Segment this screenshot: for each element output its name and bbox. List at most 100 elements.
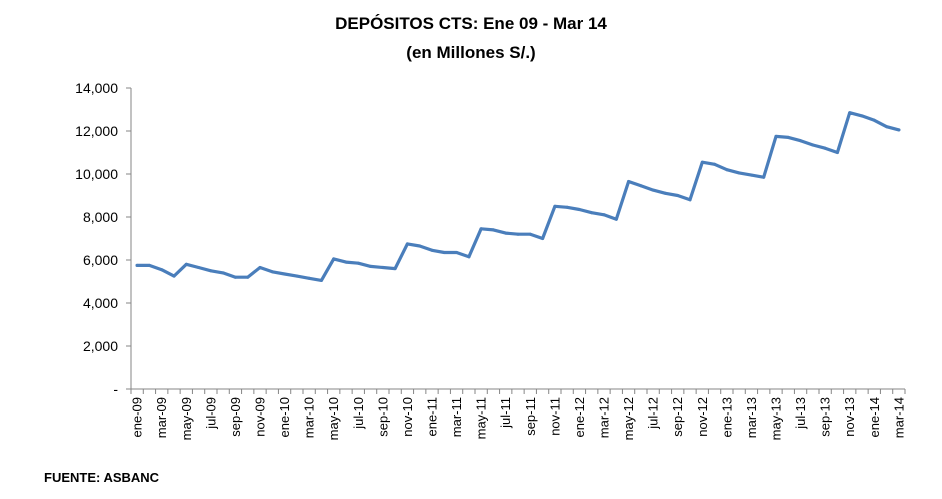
x-tick-label: jul-13 (793, 397, 808, 430)
data-point (405, 242, 409, 246)
x-tick-label: mar-11 (449, 397, 464, 437)
data-point (749, 173, 753, 177)
series-group (135, 111, 901, 282)
data-point (270, 270, 274, 274)
y-tick-label: 14,000 (75, 80, 118, 96)
data-point (233, 275, 237, 279)
data-point (147, 263, 151, 267)
x-tick-label: ene-14 (867, 397, 882, 437)
x-tick-label: mar-13 (744, 397, 759, 438)
data-point (577, 208, 581, 211)
data-point (369, 264, 373, 268)
data-point (442, 251, 446, 254)
x-tick-label: ene-09 (130, 397, 145, 437)
x-tick-label: sep-09 (228, 397, 243, 437)
x-tick-label: jul-09 (203, 397, 218, 430)
data-point (307, 276, 311, 280)
y-tick-label: - (113, 381, 118, 397)
data-point (590, 211, 594, 215)
x-tick-label: may-13 (769, 397, 784, 440)
data-point (491, 228, 495, 232)
data-point (246, 275, 250, 279)
data-point (319, 278, 323, 282)
data-point (418, 244, 422, 248)
data-point (430, 248, 434, 252)
data-point (295, 274, 299, 278)
data-point (602, 213, 606, 217)
x-tick-label: ene-11 (425, 397, 440, 437)
data-point (713, 162, 717, 166)
data-point (835, 151, 839, 154)
data-point (872, 118, 876, 122)
x-tick-label: jul-12 (646, 397, 661, 430)
data-point (885, 125, 889, 129)
y-tick-label: 8,000 (83, 209, 118, 225)
data-point (700, 160, 704, 164)
data-point (848, 111, 852, 115)
data-point (258, 266, 262, 269)
data-point (897, 128, 901, 132)
data-point (393, 267, 397, 271)
data-point (184, 262, 188, 266)
data-point (811, 143, 815, 147)
y-tick-label: 4,000 (83, 295, 118, 311)
data-point (823, 146, 827, 150)
data-point (860, 114, 864, 118)
source-note: FUENTE: ASBANC (44, 470, 160, 485)
data-point (197, 266, 201, 269)
x-tick-label: nov-13 (842, 397, 857, 437)
x-tick-label: nov-11 (547, 397, 562, 436)
data-point (528, 232, 532, 236)
data-point (479, 227, 483, 231)
data-point (663, 191, 667, 195)
data-point (455, 251, 459, 254)
data-point (172, 274, 176, 278)
data-point (504, 231, 508, 235)
x-tick-label: may-10 (326, 397, 341, 440)
axes (130, 88, 905, 390)
y-tick-label: 2,000 (83, 338, 118, 354)
x-tick-label: mar-10 (302, 397, 317, 438)
x-tick-label: mar-14 (891, 397, 906, 438)
x-tick-label: may-11 (474, 397, 489, 439)
x-tick-label: nov-10 (400, 397, 415, 437)
data-point (774, 134, 778, 138)
data-point (160, 268, 164, 272)
x-tick-label: ene-12 (572, 397, 587, 437)
chart-subtitle: (en Millones S/.) (406, 43, 536, 62)
series-line (135, 111, 901, 282)
data-point (799, 139, 803, 143)
x-tick-label: ene-13 (719, 397, 734, 437)
x-tick-label: mar-09 (154, 397, 169, 438)
y-tick-label: 10,000 (75, 166, 118, 182)
data-point (356, 261, 360, 265)
x-tick-label: sep-13 (818, 397, 833, 437)
data-point (541, 237, 545, 240)
data-point (467, 255, 471, 259)
x-tick-label: mar-12 (597, 397, 612, 438)
data-point (725, 168, 729, 172)
data-point (676, 194, 680, 197)
data-point (786, 135, 790, 139)
data-point (344, 260, 348, 264)
data-point (651, 188, 655, 192)
y-tick-label: 12,000 (75, 123, 118, 139)
data-point (627, 180, 631, 183)
x-axis-ticks: ene-09 mar-09 may-09 jul-09 sep-09 nov-09 ene-… (130, 389, 906, 440)
x-tick-label: may-12 (621, 397, 636, 440)
y-axis-ticks: - 2,000 4,000 6,000 8,000 10,000 12,000 14,000 (75, 80, 131, 397)
x-tick-label: sep-12 (670, 397, 685, 437)
data-point (221, 271, 225, 275)
data-point (639, 184, 643, 188)
chart-title: DEPÓSITOS CTS: Ene 09 - Mar 14 (335, 14, 607, 33)
data-point (737, 171, 741, 175)
x-tick-label: jul-10 (351, 397, 366, 430)
data-point (209, 269, 213, 273)
data-point (135, 263, 139, 267)
data-point (565, 205, 569, 209)
x-tick-label: may-09 (179, 397, 194, 440)
x-tick-label: ene-10 (277, 397, 292, 437)
data-point (332, 257, 336, 261)
x-tick-label: jul-11 (498, 397, 513, 429)
data-point (516, 232, 520, 236)
